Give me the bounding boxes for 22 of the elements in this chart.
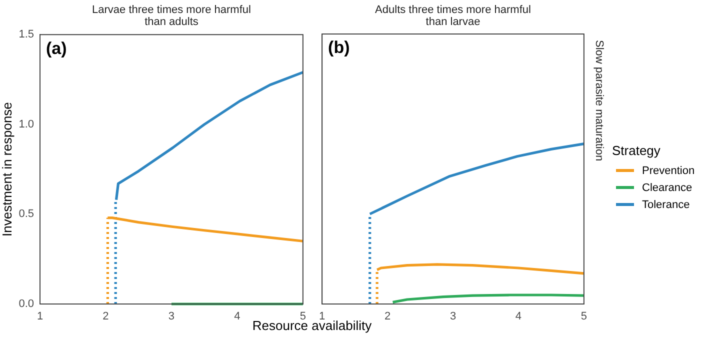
annotation: (a) — [46, 38, 67, 58]
legend-label: Tolerance — [642, 198, 690, 210]
chart-title: Adults three times more harmful than larvae — [374, 4, 532, 28]
y-tick-label: 0.0 — [18, 298, 34, 310]
x-tick-label: 4 — [234, 310, 240, 323]
y-axis-title: Investment in response — [0, 102, 14, 237]
x-tick-label: 4 — [515, 310, 522, 323]
y-tick-label: 0.5 — [18, 208, 34, 220]
y-tick-label: 1.0 — [18, 118, 34, 130]
legend-label: Prevention — [642, 164, 695, 176]
x-tick-label: 3 — [450, 310, 456, 323]
text: Slow parasite maturation — [592, 40, 606, 162]
x-tick-label: 1 — [36, 310, 44, 323]
legend-label: Clearance — [642, 182, 692, 194]
x-tick-label: 3 — [168, 310, 175, 323]
x-tick-label: 2 — [384, 310, 391, 323]
x-tick-label: 2 — [102, 310, 109, 323]
x-tick-label: 5 — [580, 310, 588, 323]
annotation: (b) — [328, 38, 350, 58]
chart-title: Larvae three times more harmful than adults — [92, 4, 252, 28]
y-tick-label: 1.5 — [18, 28, 34, 41]
legend-title: Strategy — [612, 143, 662, 158]
